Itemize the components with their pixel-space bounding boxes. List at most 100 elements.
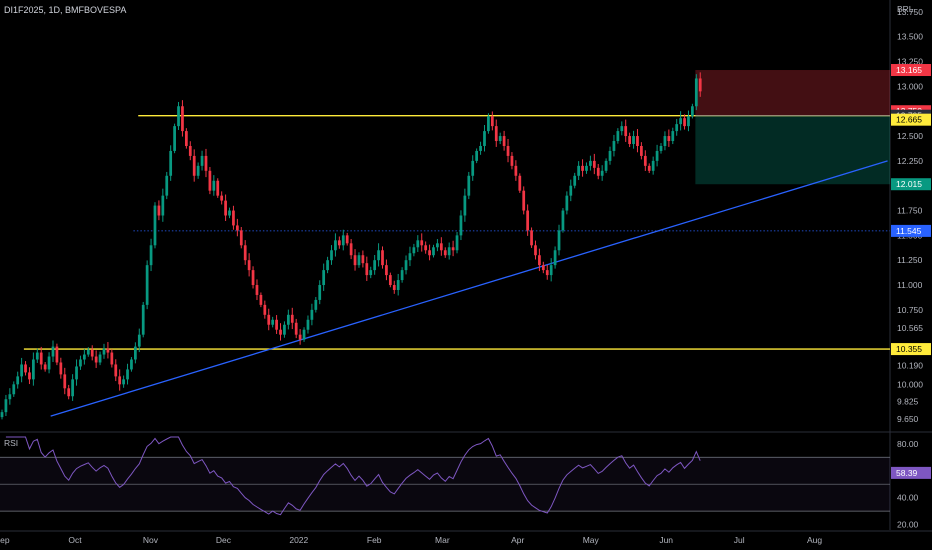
time-axis[interactable]: Sep Oct Nov Dec 2022 Feb Mar Apr May Jun Jul Aug	[0, 535, 822, 545]
candle-body	[216, 180, 220, 196]
target-zone	[695, 115, 890, 185]
candle-body	[133, 346, 137, 360]
candle-body	[667, 136, 671, 142]
candle-body	[114, 364, 118, 377]
candle-body	[381, 250, 384, 266]
trend-line[interactable]	[50, 160, 888, 417]
candle-body	[196, 165, 200, 176]
candle-body	[569, 185, 573, 196]
price-tag	[891, 178, 931, 191]
candle-body	[86, 349, 90, 355]
price-tick-label: 13.000	[897, 81, 923, 91]
candle-body	[251, 270, 255, 286]
candle-body	[90, 349, 94, 357]
candle-body	[28, 372, 31, 380]
candle-body	[663, 136, 667, 146]
candle-body	[35, 352, 39, 360]
rsi-tick-label: 40.00	[897, 493, 919, 503]
candle-body	[377, 250, 380, 261]
candle-body	[16, 376, 20, 385]
grid-lines	[0, 0, 932, 532]
rsi-tick-label: 20.00	[897, 520, 919, 530]
candle-body	[184, 131, 188, 146]
price-tick-label: 9.825	[897, 397, 919, 407]
candle-body	[420, 240, 424, 246]
candle-body	[59, 362, 63, 375]
candle-body	[467, 175, 471, 196]
time-tick-label: Aug	[807, 535, 822, 545]
candle-body	[169, 150, 173, 176]
candle-body	[592, 160, 596, 168]
candle-body	[322, 270, 326, 286]
price-tag-label: 12.665	[896, 115, 922, 125]
candle-body	[353, 255, 357, 266]
candle-body	[263, 304, 267, 315]
candle-body	[596, 167, 600, 176]
price-tick-label: 9.650	[897, 414, 919, 424]
price-tick-label: 10.750	[897, 305, 923, 315]
price-tags: 58.3913.16512.75012.70512.66512.01511.54…	[891, 64, 931, 479]
candle-body	[526, 210, 530, 231]
candle-body	[553, 250, 557, 266]
candle-body	[416, 240, 420, 248]
candle-body	[671, 131, 675, 142]
rsi-value-tag	[891, 466, 931, 479]
candle-body	[24, 364, 27, 373]
rsi-title: RSI	[4, 438, 18, 448]
candle-body	[51, 346, 55, 357]
candle-body	[259, 294, 263, 305]
candle-body	[604, 160, 608, 171]
position-tool[interactable]	[695, 70, 890, 185]
candle-body	[683, 118, 686, 127]
candle-body	[691, 106, 694, 117]
candle-body	[298, 334, 302, 340]
candle-body	[4, 399, 8, 413]
candle-body	[439, 243, 443, 251]
candle-body	[545, 270, 549, 276]
candle-body	[243, 245, 247, 261]
candle-body	[63, 374, 67, 389]
price-tick-label: 12.250	[897, 156, 923, 166]
candle-body	[306, 319, 310, 330]
candle-body	[694, 78, 698, 107]
candle-body	[365, 263, 369, 276]
candle-body	[118, 376, 122, 385]
candle-body	[279, 329, 282, 335]
candle-body	[110, 352, 114, 365]
time-tick-label: Nov	[143, 535, 159, 545]
candle-body	[275, 319, 278, 330]
price-tick-label: 10.000	[897, 379, 923, 389]
candle-body	[302, 329, 306, 340]
candle-body	[651, 160, 655, 171]
candle-body	[518, 175, 522, 191]
candle-body	[451, 247, 455, 251]
candle-body	[318, 285, 322, 300]
candle-body	[620, 126, 624, 132]
candle-body	[20, 364, 23, 377]
time-tick-label: Dec	[216, 535, 232, 545]
candle-body	[471, 160, 475, 176]
time-tick-label: Apr	[511, 535, 524, 545]
candle-body	[161, 195, 165, 216]
candle-body	[334, 240, 337, 251]
price-tick-label: 10.190	[897, 360, 923, 370]
candle-body	[408, 253, 412, 261]
candle-body	[534, 245, 537, 256]
candle-body	[412, 247, 416, 254]
candle-body	[228, 210, 231, 216]
candle-body	[549, 265, 553, 276]
price-tag	[891, 64, 931, 77]
candle-body	[487, 116, 490, 132]
candle-body	[428, 250, 431, 256]
time-tick-label: Mar	[435, 535, 450, 545]
candle-body	[404, 260, 408, 271]
candle-body	[341, 235, 345, 246]
price-tag	[891, 224, 931, 237]
candle-body	[290, 314, 294, 323]
candle-body	[235, 225, 239, 231]
ascending-trendline	[50, 160, 888, 417]
candle-body	[208, 170, 212, 191]
candle-body	[573, 175, 577, 186]
price-tick-label: 13.750	[897, 7, 923, 17]
